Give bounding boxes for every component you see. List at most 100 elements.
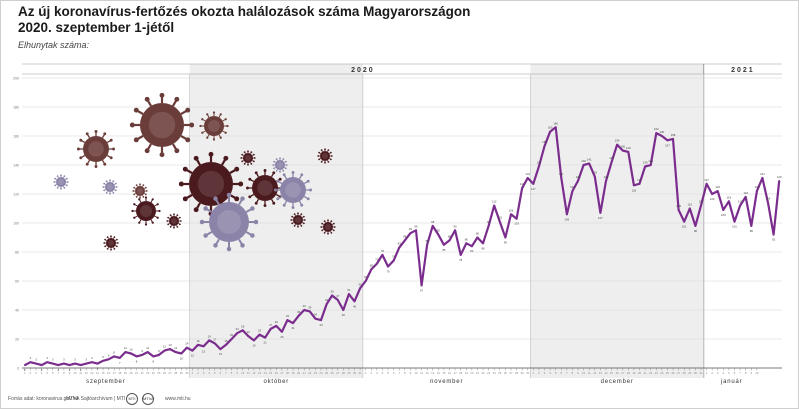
data-label: 14 (185, 342, 189, 346)
day-tick-label: 8 (404, 371, 406, 375)
data-label: 19 (208, 334, 212, 338)
data-label: 120 (710, 197, 715, 201)
data-label: 166 (553, 121, 558, 125)
data-label: 24 (236, 327, 240, 331)
day-tick-label: 25 (666, 371, 670, 375)
day-tick-label: 10 (755, 371, 759, 375)
data-point (102, 359, 104, 362)
data-label: 129 (604, 175, 609, 179)
data-label: 3 (35, 358, 37, 362)
data-point (213, 342, 216, 345)
day-tick-label: 16 (448, 371, 452, 375)
data-label: 101 (732, 225, 737, 229)
data-label: 127 (637, 178, 642, 182)
virus-large-purple-icon (199, 192, 259, 252)
day-tick-label: 26 (163, 371, 167, 375)
day-tick-label: 17 (621, 371, 625, 375)
day-tick-label: 4 (549, 371, 551, 375)
data-label: 15 (202, 349, 206, 353)
data-label: 8 (113, 350, 115, 354)
data-label: 103 (514, 222, 519, 226)
day-tick-label: 10 (74, 371, 78, 375)
day-tick-label: 6 (560, 371, 562, 375)
day-tick-label: 1 (533, 371, 535, 375)
data-point (258, 333, 261, 336)
data-label: 9 (141, 349, 143, 353)
data-point (57, 364, 60, 366)
data-point (465, 242, 468, 245)
day-tick-label: 4 (41, 371, 43, 375)
day-tick-label: 21 (135, 371, 139, 375)
data-point (342, 309, 345, 311)
data-point (303, 309, 306, 311)
death-count-line (24, 126, 781, 367)
data-label: 7 (119, 361, 121, 365)
y-tick-label: 40 (15, 309, 19, 313)
day-tick-label: 2 (711, 371, 713, 375)
data-label: 40 (342, 313, 346, 317)
day-tick-label: 28 (515, 371, 519, 375)
data-point (498, 220, 501, 223)
data-point (660, 135, 663, 137)
data-label: 154 (615, 139, 620, 143)
data-point (135, 355, 138, 358)
y-tick-label: 80 (15, 251, 19, 255)
data-point (85, 362, 88, 365)
data-point (437, 233, 440, 236)
data-label: 132 (592, 171, 597, 175)
data-point (688, 207, 691, 210)
data-label: 22 (247, 330, 251, 334)
mtva-logo-icon: MTVA (142, 393, 154, 405)
data-point (146, 351, 149, 353)
data-label: 86 (465, 237, 469, 241)
day-tick-label: 19 (632, 371, 636, 375)
data-label: 12 (191, 354, 195, 358)
virus-tiny-dark-icon (320, 219, 336, 235)
data-point (778, 180, 781, 182)
day-tick-label: 20 (470, 371, 474, 375)
day-tick-label: 3 (203, 371, 205, 375)
day-tick-label: 6 (52, 371, 54, 375)
data-point (744, 196, 747, 198)
data-label: 98 (694, 229, 698, 233)
data-point (554, 126, 557, 129)
data-point (269, 327, 272, 330)
data-label: 78 (459, 258, 463, 262)
data-label: 107 (598, 216, 603, 220)
data-label: 13 (169, 343, 173, 347)
day-tick-label: 27 (169, 371, 173, 375)
virus-large-brown-icon (129, 92, 195, 158)
day-tick-label: 21 (476, 371, 480, 375)
data-label: 19 (252, 343, 256, 347)
data-point (141, 354, 144, 356)
data-point (63, 362, 65, 365)
virus-small-dark-icon (131, 196, 161, 226)
data-point (74, 362, 76, 365)
day-tick-label: 28 (174, 371, 178, 375)
y-tick-label: 20 (15, 338, 19, 342)
data-point (23, 364, 26, 366)
data-point (677, 209, 680, 211)
data-point (308, 310, 311, 313)
data-label: 25 (280, 335, 284, 339)
data-label: 21 (264, 341, 268, 345)
data-label: 3 (52, 358, 54, 362)
data-point (158, 354, 160, 356)
day-tick-label: 9 (750, 371, 752, 375)
data-label: 10 (129, 348, 133, 352)
data-point (672, 138, 674, 140)
data-label: 114 (766, 197, 771, 201)
data-label: 131 (559, 172, 564, 176)
day-tick-label: 31 (359, 371, 363, 375)
day-tick-label: 10 (414, 371, 418, 375)
data-label: 29 (275, 320, 279, 324)
day-tick-label: 29 (180, 371, 184, 375)
data-label: 47 (336, 294, 340, 298)
data-label: 86 (481, 246, 485, 250)
data-point (241, 329, 244, 332)
day-tick-label: 13 (431, 371, 435, 375)
data-point (35, 362, 37, 365)
day-tick-label: 30 (353, 371, 357, 375)
day-tick-label: 14 (604, 371, 608, 375)
day-tick-label: 29 (347, 371, 351, 375)
